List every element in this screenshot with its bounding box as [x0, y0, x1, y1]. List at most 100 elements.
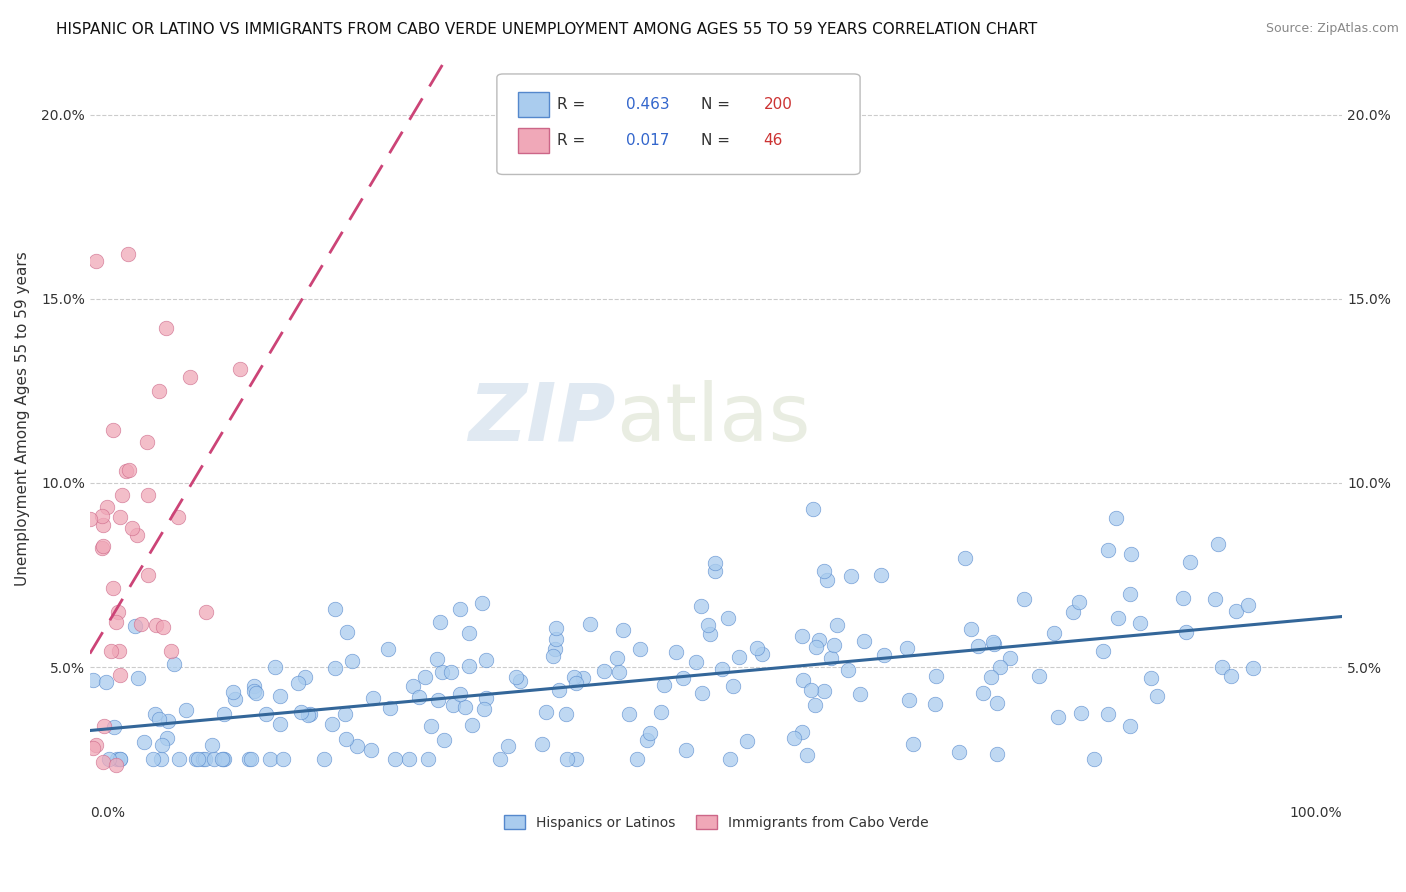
Point [820, 651, 842, 665]
Point [1012, 592, 1035, 607]
Point [101, 423, 124, 437]
Point [202, 752, 225, 766]
Point [243, 679, 266, 693]
Point [335, 732, 357, 747]
Point [692, 686, 714, 700]
Point [823, 638, 845, 652]
Point [259, 752, 281, 766]
Point [449, 687, 471, 701]
Point [402, 680, 425, 694]
Point [194, 752, 217, 766]
Point [564, 676, 586, 690]
Point [98, 752, 121, 766]
Point [1069, 595, 1091, 609]
Point [1118, 587, 1140, 601]
Point [564, 669, 586, 683]
Point [1107, 611, 1129, 625]
Point [792, 629, 814, 643]
Point [813, 684, 835, 698]
Point [1119, 547, 1142, 561]
Point [108, 752, 131, 766]
Text: N =: N = [702, 97, 735, 112]
Point [271, 752, 294, 766]
FancyBboxPatch shape [496, 74, 860, 175]
Point [323, 661, 346, 675]
Point [224, 691, 246, 706]
Point [384, 752, 406, 766]
Point [737, 734, 759, 748]
Point [360, 743, 382, 757]
Point [721, 679, 744, 693]
Point [1204, 592, 1226, 607]
Point [148, 712, 170, 726]
Point [717, 611, 740, 625]
Point [718, 752, 741, 766]
Point [440, 665, 463, 680]
Point [704, 556, 727, 570]
Point [107, 605, 129, 619]
Point [129, 616, 152, 631]
Point [426, 652, 449, 666]
Point [121, 521, 143, 535]
Point [870, 567, 893, 582]
Point [461, 718, 484, 732]
Point [101, 582, 124, 596]
Point [547, 683, 569, 698]
Point [1097, 542, 1119, 557]
Point [690, 599, 713, 613]
Point [91, 755, 114, 769]
Point [152, 620, 174, 634]
Point [697, 617, 720, 632]
Point [699, 627, 721, 641]
Point [195, 605, 218, 619]
Point [710, 662, 733, 676]
Point [124, 619, 146, 633]
Text: R =: R = [557, 97, 591, 112]
Point [1225, 604, 1247, 618]
Point [122, 826, 145, 840]
Text: R =: R = [557, 133, 591, 148]
Point [127, 528, 149, 542]
Point [474, 690, 496, 705]
Point [1062, 605, 1084, 619]
Text: 0.0%: 0.0% [90, 806, 125, 821]
Point [245, 686, 267, 700]
Point [264, 659, 287, 673]
Point [792, 673, 814, 687]
Point [287, 676, 309, 690]
Point [544, 621, 567, 635]
Point [808, 632, 831, 647]
Point [416, 752, 439, 766]
Point [790, 724, 813, 739]
Point [82, 673, 104, 688]
Y-axis label: Unemployment Among Ages 55 to 59 years: Unemployment Among Ages 55 to 59 years [15, 252, 30, 586]
Point [238, 752, 260, 766]
Point [212, 752, 235, 766]
Point [1220, 669, 1243, 683]
Point [966, 639, 988, 653]
Point [398, 752, 420, 766]
Point [269, 689, 291, 703]
Point [143, 706, 166, 721]
Text: HISPANIC OR LATINO VS IMMIGRANTS FROM CABO VERDE UNEMPLOYMENT AMONG AGES 55 TO 5: HISPANIC OR LATINO VS IMMIGRANTS FROM CA… [56, 22, 1038, 37]
Point [980, 670, 1002, 684]
Point [471, 596, 494, 610]
Point [91, 509, 114, 524]
Point [82, 786, 104, 800]
Point [536, 705, 558, 719]
Point [240, 752, 263, 766]
Point [96, 675, 118, 690]
Point [813, 564, 835, 578]
Point [441, 698, 464, 712]
Point [675, 743, 697, 757]
Point [342, 654, 364, 668]
Point [377, 641, 399, 656]
Point [290, 705, 312, 719]
Point [960, 622, 983, 636]
Point [427, 693, 450, 707]
Point [149, 752, 172, 766]
Point [650, 706, 672, 720]
Point [298, 706, 321, 721]
Point [120, 826, 142, 840]
Point [157, 714, 180, 729]
